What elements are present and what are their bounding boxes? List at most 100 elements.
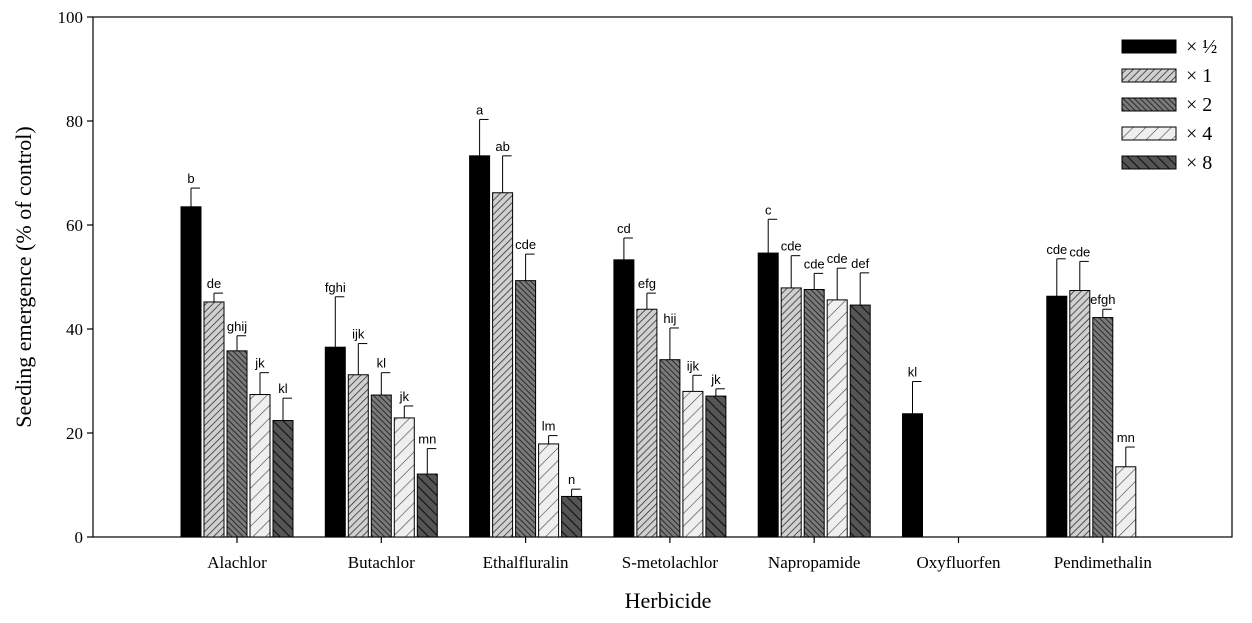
bar-group: n bbox=[561, 472, 583, 538]
bar bbox=[1046, 295, 1068, 538]
significance-label: kl bbox=[278, 381, 288, 396]
bar-group: hij bbox=[659, 311, 681, 538]
significance-label: cd bbox=[617, 221, 631, 236]
significance-label: cde bbox=[515, 237, 536, 252]
legend-label: × 1 bbox=[1186, 65, 1212, 87]
bar bbox=[826, 299, 848, 538]
legend-label: × 4 bbox=[1186, 123, 1212, 145]
legend-swatch bbox=[1121, 39, 1177, 54]
y-tick-label: 60 bbox=[66, 216, 83, 235]
significance-label: ijk bbox=[352, 327, 365, 342]
bar-group: ijk bbox=[347, 327, 369, 538]
x-tick-label: Ethalfluralin bbox=[483, 553, 569, 572]
bar-group: kl bbox=[272, 381, 294, 538]
y-axis: 0 20 40 60 80 100 bbox=[58, 8, 93, 547]
y-tick-label: 0 bbox=[75, 528, 84, 547]
y-axis-title: Seeding emergence (% of control) bbox=[11, 126, 36, 427]
significance-label: ghij bbox=[227, 319, 247, 334]
bar bbox=[1115, 466, 1137, 538]
bar-group: c bbox=[757, 202, 779, 538]
legend-swatch bbox=[1121, 68, 1177, 83]
bar-group: kl bbox=[370, 356, 392, 538]
bar bbox=[705, 395, 727, 538]
bar-group: efg bbox=[636, 276, 658, 538]
bar-group: ghij bbox=[226, 319, 248, 538]
bar-group: a bbox=[469, 102, 491, 538]
bar-group: ijk bbox=[682, 358, 704, 538]
significance-label: a bbox=[476, 102, 484, 117]
significance-label: de bbox=[207, 276, 221, 291]
bar-group: jk bbox=[249, 356, 271, 538]
bar-group: fghi bbox=[324, 280, 346, 538]
bar-group: de bbox=[203, 276, 225, 538]
significance-label: n bbox=[568, 472, 575, 487]
significance-label: def bbox=[851, 256, 869, 271]
significance-label: efg bbox=[638, 276, 656, 291]
bar-group: efgh bbox=[1090, 292, 1115, 538]
legend-label: × 8 bbox=[1186, 152, 1212, 174]
bar bbox=[803, 288, 825, 538]
bar-group: jk bbox=[705, 372, 727, 538]
significance-label: cde bbox=[1069, 244, 1090, 259]
bar-group: cde bbox=[803, 256, 825, 538]
legend: × ½ × 1 × 2 × 4 × 8 bbox=[1121, 36, 1217, 174]
x-tick-label: Butachlor bbox=[348, 553, 415, 572]
bar bbox=[659, 359, 681, 538]
bar-group: ab bbox=[492, 139, 514, 538]
bar-group: def bbox=[849, 256, 871, 538]
significance-label: cde bbox=[1046, 242, 1067, 257]
significance-label: mn bbox=[418, 432, 436, 447]
bar-group: cde bbox=[515, 237, 537, 538]
significance-label: ab bbox=[495, 139, 509, 154]
bar bbox=[393, 417, 415, 538]
bar bbox=[416, 473, 438, 538]
bar bbox=[1069, 290, 1091, 538]
legend-label: × 2 bbox=[1186, 94, 1212, 116]
bar bbox=[636, 308, 658, 538]
bar bbox=[370, 394, 392, 538]
bar-group: mn bbox=[416, 432, 438, 538]
y-tick-label: 40 bbox=[66, 320, 83, 339]
bar bbox=[849, 304, 871, 538]
significance-label: fghi bbox=[325, 280, 346, 295]
x-tick-label: S-metolachlor bbox=[622, 553, 719, 572]
x-tick-label: Pendimethalin bbox=[1054, 553, 1153, 572]
legend-item: × 8 bbox=[1121, 152, 1212, 174]
legend-item: × 2 bbox=[1121, 94, 1212, 116]
bar bbox=[561, 495, 583, 538]
significance-label: lm bbox=[542, 419, 556, 434]
bar bbox=[469, 155, 491, 538]
bar bbox=[180, 206, 202, 538]
significance-label: efgh bbox=[1090, 292, 1115, 307]
legend-label: × ½ bbox=[1186, 36, 1217, 58]
significance-label: mn bbox=[1117, 430, 1135, 445]
significance-label: b bbox=[187, 171, 194, 186]
y-tick-label: 80 bbox=[66, 112, 83, 131]
bar-group: jk bbox=[393, 389, 415, 538]
bar bbox=[272, 420, 294, 538]
bar bbox=[515, 280, 537, 538]
legend-swatch bbox=[1121, 126, 1177, 141]
bar-group: cde bbox=[826, 251, 848, 538]
bar-group: mn bbox=[1115, 430, 1137, 538]
x-tick-label: Alachlor bbox=[207, 553, 267, 572]
bar bbox=[902, 413, 923, 538]
significance-label: cde bbox=[804, 256, 825, 271]
y-tick-label: 100 bbox=[58, 8, 84, 27]
significance-label: kl bbox=[377, 356, 387, 371]
bar bbox=[324, 346, 346, 538]
bar bbox=[682, 390, 704, 538]
x-axis-title: Herbicide bbox=[625, 588, 712, 613]
bar bbox=[249, 394, 271, 538]
bar bbox=[780, 287, 802, 538]
x-tick-label: Oxyfluorfen bbox=[916, 553, 1001, 572]
x-tick-label: Napropamide bbox=[768, 553, 861, 572]
bar-group: cde bbox=[1046, 242, 1068, 538]
significance-label: ijk bbox=[687, 358, 700, 373]
bar-group: cde bbox=[1069, 244, 1091, 538]
bar bbox=[492, 192, 514, 538]
significance-label: jk bbox=[399, 389, 410, 404]
significance-label: hij bbox=[663, 311, 676, 326]
